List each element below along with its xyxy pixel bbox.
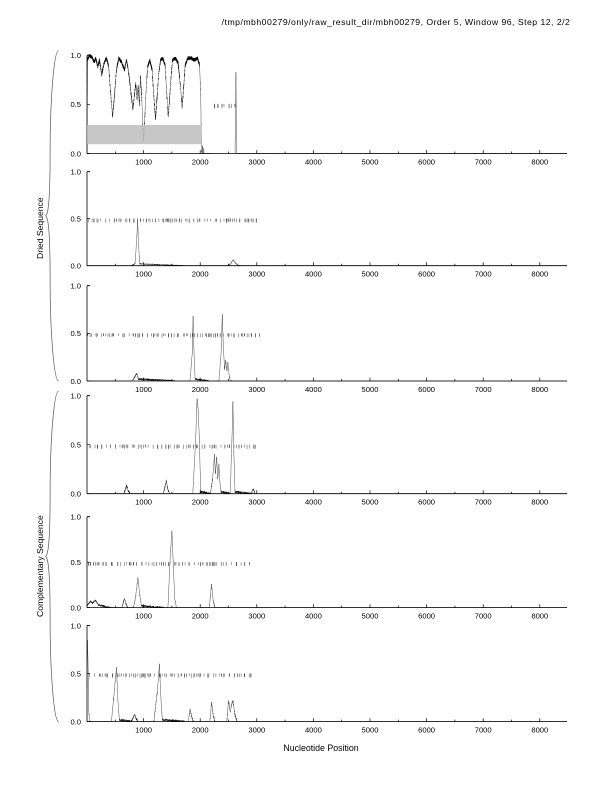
svg-text:0.5: 0.5	[70, 100, 81, 109]
svg-text:2000: 2000	[192, 612, 209, 621]
svg-text:3000: 3000	[248, 612, 265, 621]
svg-text:5000: 5000	[362, 385, 379, 394]
svg-text:3000: 3000	[248, 270, 265, 279]
svg-text:8000: 8000	[531, 158, 548, 167]
svg-text:7000: 7000	[475, 498, 492, 507]
svg-text:7000: 7000	[475, 270, 492, 279]
svg-text:6000: 6000	[418, 726, 435, 735]
svg-text:2000: 2000	[192, 270, 209, 279]
svg-text:1000: 1000	[135, 726, 152, 735]
svg-text:0.5: 0.5	[70, 669, 81, 678]
svg-text:2000: 2000	[192, 385, 209, 394]
svg-text:4000: 4000	[305, 158, 322, 167]
svg-text:0.0: 0.0	[70, 262, 81, 271]
svg-text:0.5: 0.5	[70, 329, 81, 338]
svg-text:7000: 7000	[475, 385, 492, 394]
svg-text:3000: 3000	[248, 385, 265, 394]
svg-text:3000: 3000	[248, 158, 265, 167]
svg-text:1000: 1000	[135, 385, 152, 394]
svg-text:7000: 7000	[475, 612, 492, 621]
svg-text:0.5: 0.5	[70, 441, 81, 450]
svg-text:1.0: 1.0	[70, 167, 81, 176]
svg-text:0.5: 0.5	[70, 558, 81, 567]
svg-text:2000: 2000	[192, 498, 209, 507]
svg-text:2000: 2000	[192, 726, 209, 735]
svg-text:3000: 3000	[248, 726, 265, 735]
svg-text:6000: 6000	[418, 158, 435, 167]
svg-text:8000: 8000	[531, 726, 548, 735]
svg-text:1.0: 1.0	[70, 282, 81, 291]
svg-text:1.0: 1.0	[70, 513, 81, 522]
svg-text:1.0: 1.0	[70, 621, 81, 630]
svg-text:0.0: 0.0	[70, 377, 81, 386]
svg-text:6000: 6000	[418, 270, 435, 279]
svg-text:1000: 1000	[135, 270, 152, 279]
svg-text:1000: 1000	[135, 158, 152, 167]
svg-text:1000: 1000	[135, 612, 152, 621]
svg-text:4000: 4000	[305, 270, 322, 279]
svg-text:5000: 5000	[362, 270, 379, 279]
svg-text:0.0: 0.0	[70, 490, 81, 499]
svg-text:5000: 5000	[362, 726, 379, 735]
svg-text:4000: 4000	[305, 612, 322, 621]
svg-text:0.0: 0.0	[70, 149, 81, 158]
svg-text:0.5: 0.5	[70, 214, 81, 223]
svg-text:1.0: 1.0	[70, 392, 81, 401]
svg-text:5000: 5000	[362, 158, 379, 167]
svg-text:4000: 4000	[305, 498, 322, 507]
svg-text:2000: 2000	[192, 158, 209, 167]
svg-text:5000: 5000	[362, 612, 379, 621]
svg-text:7000: 7000	[475, 726, 492, 735]
svg-text:8000: 8000	[531, 385, 548, 394]
svg-text:0.0: 0.0	[70, 717, 81, 726]
svg-text:4000: 4000	[305, 385, 322, 394]
svg-text:3000: 3000	[248, 498, 265, 507]
svg-text:6000: 6000	[418, 385, 435, 394]
svg-text:1000: 1000	[135, 498, 152, 507]
svg-text:8000: 8000	[531, 498, 548, 507]
svg-text:8000: 8000	[531, 270, 548, 279]
svg-text:6000: 6000	[418, 612, 435, 621]
svg-text:6000: 6000	[418, 498, 435, 507]
svg-text:7000: 7000	[475, 158, 492, 167]
svg-text:4000: 4000	[305, 726, 322, 735]
svg-text:8000: 8000	[531, 612, 548, 621]
svg-text:5000: 5000	[362, 498, 379, 507]
svg-text:0.0: 0.0	[70, 603, 81, 612]
svg-text:1.0: 1.0	[70, 51, 81, 60]
